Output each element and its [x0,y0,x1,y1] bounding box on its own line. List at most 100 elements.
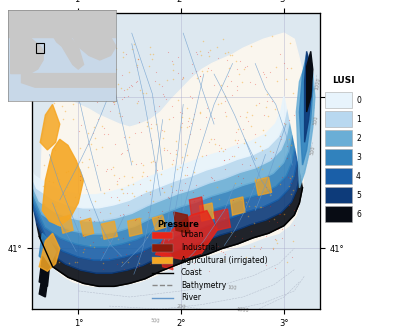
Point [176,110,183,115]
Point [266,193,273,198]
Point [234,87,240,92]
Point [184,152,190,157]
Point [270,217,277,222]
Point [231,233,238,238]
Point [46,44,52,49]
Point [170,158,176,163]
Point [85,165,91,170]
Point [104,166,110,172]
Point [213,184,220,189]
Point [130,181,137,186]
Text: Pressure: Pressure [157,220,199,229]
Point [268,34,275,39]
Point [257,246,263,251]
Point [118,186,124,192]
Point [208,136,214,141]
Point [276,211,283,217]
Point [207,47,213,52]
Point [134,253,140,258]
Point [259,147,265,153]
Point [94,116,101,121]
Point [186,124,192,129]
Point [258,244,264,249]
Point [256,186,262,192]
Point [177,187,183,193]
Point [171,216,178,222]
Text: 0: 0 [356,96,361,105]
Point [222,167,228,172]
Text: Bathymetry: Bathymetry [181,281,226,290]
Point [252,132,258,137]
Point [70,116,76,122]
Polygon shape [40,104,60,150]
Point [128,190,135,196]
Polygon shape [26,122,292,234]
Point [244,63,250,69]
Point [154,257,160,262]
Point [161,94,168,99]
Point [94,163,101,168]
Point [247,162,253,167]
Point [81,247,87,252]
Point [236,72,242,77]
Polygon shape [73,37,116,60]
Point [41,163,47,168]
Point [114,178,121,183]
Point [218,208,224,213]
Point [263,233,269,238]
Point [256,101,262,106]
Point [216,211,222,216]
Point [286,203,292,208]
Point [110,165,116,170]
Point [115,237,122,242]
Point [75,128,82,133]
Point [102,220,109,225]
Bar [152,232,173,239]
Point [188,120,194,126]
Point [84,141,91,146]
Point [252,81,258,87]
Point [190,198,197,203]
Text: Coast: Coast [181,268,202,277]
Point [252,102,259,108]
Point [235,144,241,150]
Point [139,162,146,167]
Text: 500: 500 [313,115,319,125]
Point [146,190,153,195]
Point [192,182,199,188]
Polygon shape [152,215,166,230]
Point [194,51,200,56]
Point [120,55,127,60]
Point [174,167,180,172]
Bar [325,168,352,184]
Point [150,159,156,164]
Polygon shape [296,59,315,188]
Polygon shape [156,211,217,259]
Polygon shape [101,221,117,239]
Point [204,69,210,74]
Point [43,79,50,85]
Point [87,243,94,248]
Polygon shape [128,218,142,236]
Polygon shape [230,197,245,215]
Point [170,61,176,67]
Point [136,260,142,265]
Point [51,100,57,105]
Point [286,117,293,122]
Point [47,61,54,67]
Point [250,185,256,191]
Point [110,101,117,107]
Point [197,240,204,246]
Point [99,35,105,41]
Polygon shape [160,252,173,270]
Point [191,267,197,272]
Point [62,193,68,198]
Point [270,245,276,251]
Point [236,59,243,64]
Point [103,168,109,173]
Point [124,86,130,92]
Point [119,113,125,119]
Point [200,193,206,198]
Point [134,65,140,70]
Point [120,191,126,196]
